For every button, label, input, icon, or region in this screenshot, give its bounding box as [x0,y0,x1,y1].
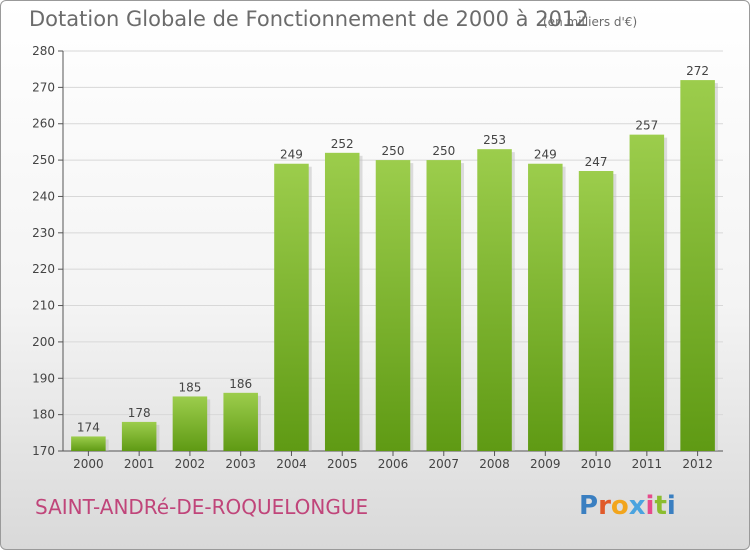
bar [578,171,614,451]
data-label: 185 [178,380,201,394]
x-tick-label: 2001 [124,457,155,471]
logo-letter: o [610,491,629,521]
logo-letter: t [654,491,667,521]
y-tick-label: 170 [32,444,55,458]
x-tick-label: 2004 [276,457,307,471]
x-tick-label: 2009 [530,457,561,471]
data-label: 250 [432,144,455,158]
logo-letter: i [666,491,676,521]
y-tick-label: 210 [32,299,55,313]
y-tick-label: 200 [32,335,55,349]
bar [426,160,462,451]
y-tick-label: 220 [32,262,55,276]
y-tick-label: 250 [32,153,55,167]
x-tick-label: 2010 [581,457,612,471]
y-tick-label: 270 [32,80,55,94]
bar [477,149,512,451]
y-tick-label: 190 [32,371,55,385]
y-tick-label: 230 [32,226,55,240]
x-tick-label: 2012 [682,457,713,471]
x-tick-label: 2002 [175,457,206,471]
logo-letter: P [579,491,599,521]
x-tick-label: 2006 [378,457,409,471]
data-label: 247 [585,155,608,169]
logo-letter: i [645,491,655,521]
data-label: 249 [280,148,303,162]
data-label: 272 [686,64,709,78]
bar [121,421,157,451]
x-tick-label: 2007 [428,457,459,471]
bar [172,396,208,451]
bar [223,392,258,451]
x-tick-label: 2003 [225,457,256,471]
data-label: 250 [382,144,405,158]
data-label: 253 [483,133,506,147]
data-label: 257 [635,119,658,133]
bar [680,80,715,451]
bar [629,134,665,452]
x-tick-label: 2000 [73,457,104,471]
bar [274,163,309,451]
chart-unit: (en milliers d'€) [543,15,638,29]
data-label: 178 [128,406,151,420]
logo-letter: r [598,491,611,521]
y-tick-label: 260 [32,117,55,131]
bar [324,152,360,451]
chart-title: Dotation Globale de Fonctionnement de 20… [29,7,589,31]
x-tick-label: 2005 [327,457,358,471]
bar [528,163,563,451]
bar [375,160,411,451]
logo-letter: x [628,491,646,521]
data-label: 174 [77,420,100,434]
data-label: 252 [331,137,354,151]
data-label: 249 [534,148,557,162]
bar [71,436,106,451]
x-tick-label: 2011 [632,457,663,471]
y-tick-label: 240 [32,189,55,203]
x-tick-label: 2008 [479,457,510,471]
data-label: 186 [229,377,252,391]
y-tick-label: 180 [32,408,55,422]
commune-name: SAINT-ANDRé-DE-ROQUELONGUE [35,495,369,519]
proxiti-logo[interactable]: Proxiti [579,491,676,521]
y-tick-label: 280 [32,44,55,58]
